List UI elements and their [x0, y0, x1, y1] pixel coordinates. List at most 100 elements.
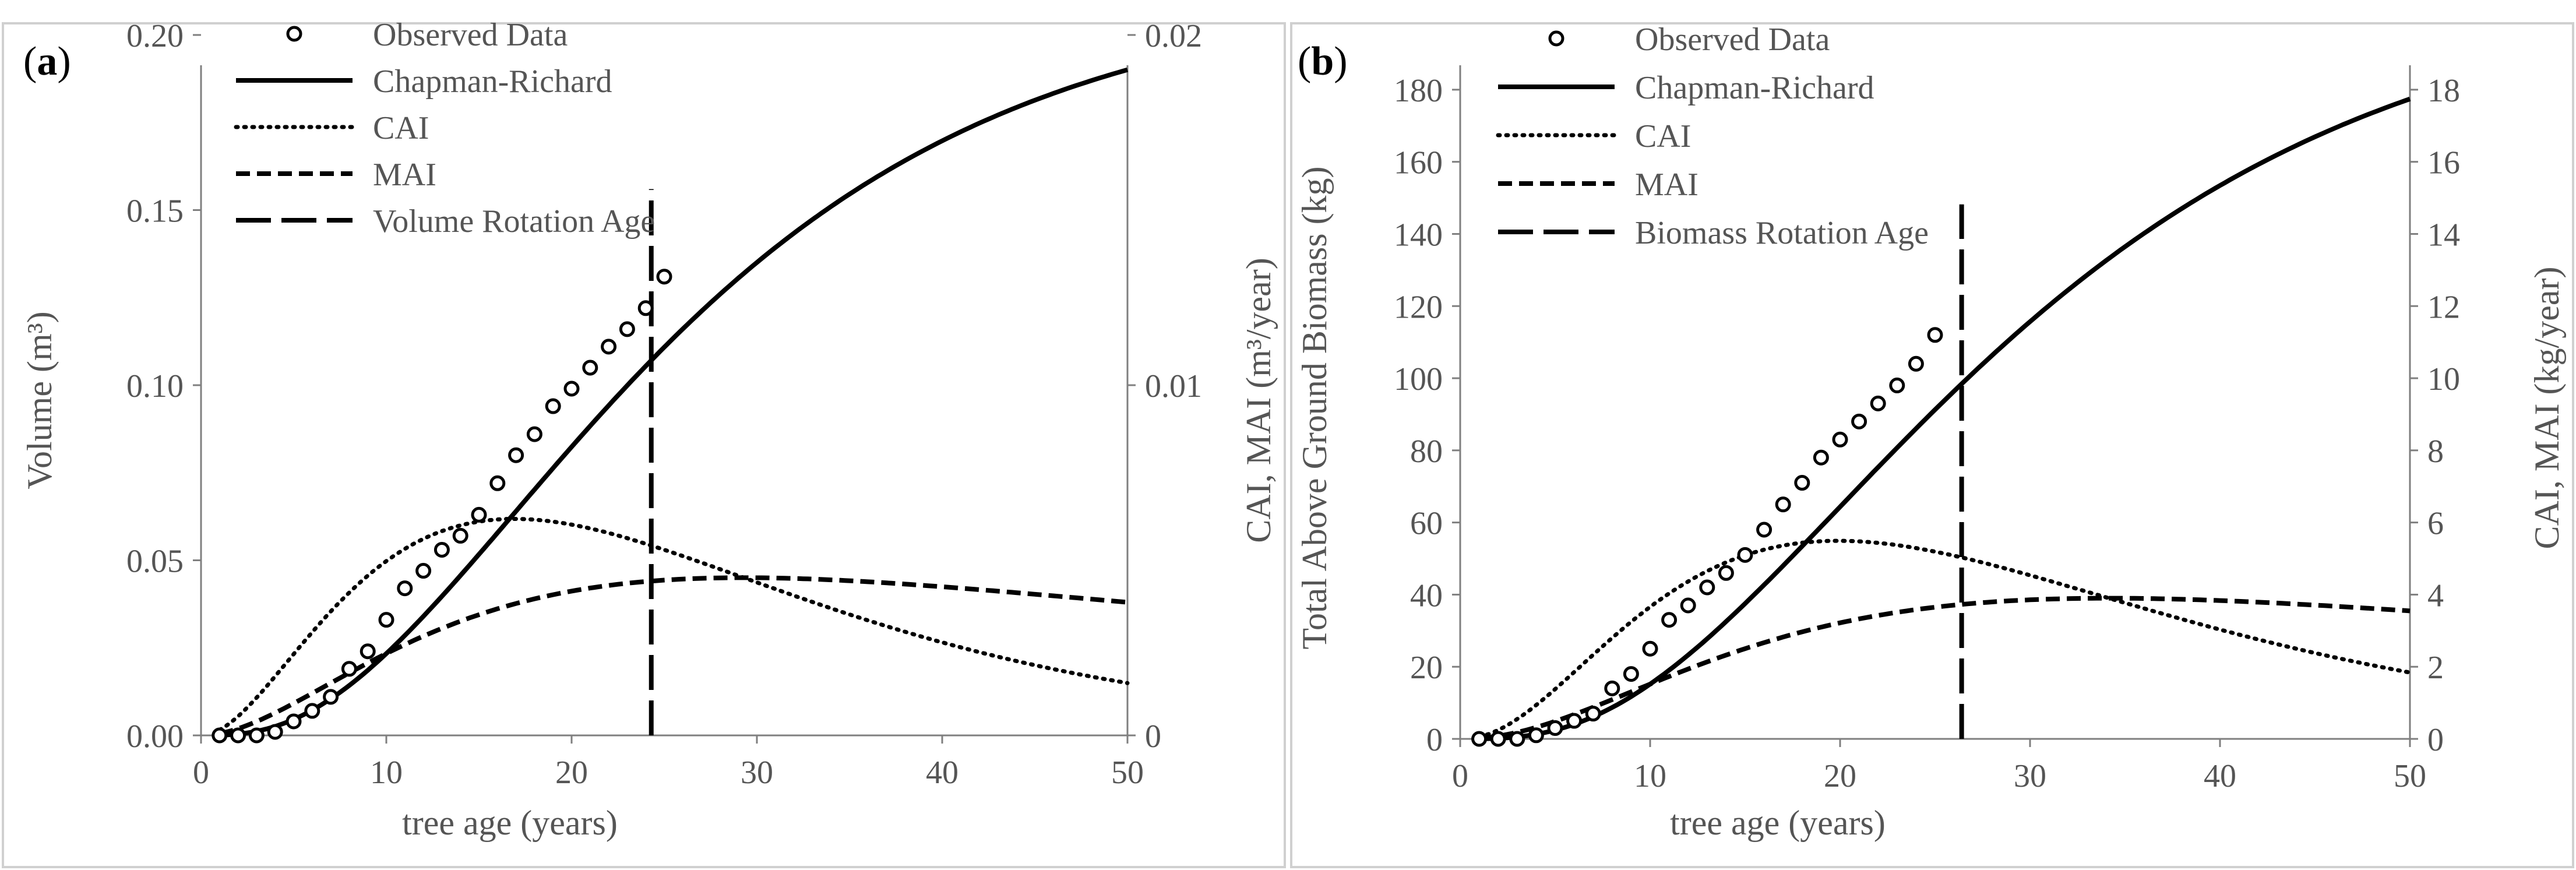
- observed-data-point-b: [1737, 547, 1753, 563]
- x-tick-label-a: 20: [555, 755, 588, 791]
- series-chapman-richard-line-a: [219, 67, 1129, 738]
- legend-label-b: Chapman-Richard: [1635, 70, 1874, 106]
- observed-data-point-a: [508, 447, 524, 463]
- y2-tick-label-b: 14: [2427, 217, 2460, 253]
- legend-label-b: MAI: [1635, 167, 1698, 203]
- observed-data-point-a: [415, 563, 432, 579]
- observed-data-point-a: [360, 643, 376, 660]
- series-cai-line-b: [1477, 538, 2412, 739]
- chart-a-frame: [2, 22, 1286, 868]
- observed-data-point-b: [1604, 680, 1620, 696]
- legend-label-b: CAI: [1635, 118, 1691, 154]
- series-cai-line-a: [217, 517, 1130, 732]
- y-tick-label-b: 160: [1394, 145, 1443, 181]
- observed-data-point-a: [397, 580, 413, 597]
- observed-data-point-b: [1661, 612, 1678, 628]
- chart-a-axes: [200, 65, 1129, 737]
- y2-tick-label-b: 8: [2427, 434, 2444, 470]
- chart-b-frame: [1290, 22, 2574, 868]
- y-tick-label-b: 40: [1410, 577, 1443, 614]
- x-tick-label-b: 20: [1824, 758, 1856, 794]
- y-tick-label-a: 0.10: [126, 368, 184, 404]
- observed-data-point-b: [1528, 727, 1544, 744]
- observed-data-point-a: [230, 727, 246, 744]
- series-mai-line-a: [219, 575, 1128, 736]
- observed-data-point-a: [304, 703, 320, 719]
- y-axis-title-b: Total Above Ground Biomass (kg): [1295, 166, 1334, 649]
- y2-tick-label-b: 18: [2427, 73, 2460, 109]
- observed-data-point-b: [1471, 731, 1488, 747]
- observed-data-point-a: [452, 527, 468, 544]
- observed-data-point-b: [1623, 666, 1639, 682]
- y2-tick-label-a: 0: [1145, 718, 1161, 755]
- observed-data-point-b: [1832, 431, 1848, 448]
- chart-a-svg: (a) 0.00 0.05 0.10 0.15 0.20 0 0.01 0.02 0 10 20…: [2, 17, 1286, 868]
- y-tick-label-b: 100: [1394, 361, 1443, 397]
- observed-data-point-a: [489, 475, 506, 491]
- observed-data-point-a: [248, 727, 265, 744]
- series-chapman-richard-line-b: [1479, 97, 2411, 741]
- observed-data-point-b: [1490, 731, 1506, 747]
- legend-label-b: Biomass Rotation Age: [1635, 215, 1929, 251]
- x-tick-label-b: 10: [1634, 758, 1666, 794]
- y-tick-label-b: 0: [1426, 722, 1443, 758]
- x-tick-label-a: 50: [1111, 755, 1144, 791]
- observed-data-point-b: [1566, 713, 1583, 729]
- observed-data-point-a: [471, 506, 487, 523]
- legend-marker-observed-b: [1548, 30, 1564, 47]
- chart-b-axes: [1459, 65, 2411, 740]
- observed-data-point-b: [1718, 565, 1734, 581]
- x-tick-label-a: 10: [370, 755, 403, 791]
- observed-data-point-b: [1775, 496, 1791, 513]
- x-tick-label-b: 30: [2014, 758, 2046, 794]
- observed-data-point-b: [1794, 475, 1810, 491]
- y2-axis-title-a: CAI, MAI (m³/year): [1239, 258, 1278, 543]
- observed-data-point-a: [619, 321, 635, 337]
- observed-data-point-a: [582, 360, 598, 376]
- observed-data-point-a: [545, 398, 561, 414]
- y2-tick-label-b: 0: [2427, 722, 2444, 758]
- observed-data-point-a: [323, 689, 339, 705]
- panel-label-a: (a): [23, 39, 71, 84]
- y2-tick-label-a: 0.01: [1145, 368, 1202, 404]
- observed-data-point-b: [1870, 395, 1886, 411]
- observed-data-point-a: [378, 612, 394, 628]
- observed-data-point-b: [1509, 731, 1525, 747]
- y-tick-label-a: 0.00: [126, 718, 184, 755]
- x-tick-label-b: 0: [1452, 758, 1468, 794]
- y-axis-title-a: Volume (m³): [20, 311, 59, 489]
- legend-label-b: Observed Data: [1635, 22, 1830, 58]
- y-tick-label-b: 120: [1394, 289, 1443, 325]
- observed-data-point-a: [286, 713, 302, 730]
- y-tick-label-b: 20: [1410, 650, 1443, 686]
- legend-label-a: Volume Rotation Age: [373, 203, 655, 239]
- x-tick-label-b: 40: [2204, 758, 2236, 794]
- y2-tick-label-b: 16: [2427, 145, 2460, 181]
- y-tick-label-a: 0.15: [126, 193, 184, 230]
- observed-data-point-b: [1547, 720, 1563, 736]
- observed-data-point-b: [1642, 640, 1658, 657]
- y2-tick-label-b: 10: [2427, 361, 2460, 397]
- observed-data-point-b: [1756, 522, 1772, 538]
- y-tick-label-b: 60: [1410, 506, 1443, 542]
- observed-data-point-b: [1889, 377, 1905, 393]
- observed-data-point-a: [267, 724, 283, 740]
- x-tick-label-b: 50: [2394, 758, 2426, 794]
- y-tick-label-b: 180: [1394, 73, 1443, 109]
- x-tick-label-a: 0: [193, 755, 209, 791]
- y2-tick-label-b: 6: [2427, 506, 2444, 542]
- observed-data-point-a: [637, 300, 654, 316]
- series-mai-line-b: [1479, 596, 2411, 741]
- chart-panel-b: (b) 0 20 40 60 80 100 120 140 160 180 0 2 4 6 8 10 12 14…: [1288, 0, 2576, 870]
- y2-tick-label-b: 4: [2427, 577, 2444, 614]
- chart-panel-a: (a) 0.00 0.05 0.10 0.15 0.20 0 0.01 0.02 0 10 20…: [2, 17, 1286, 868]
- observed-data-point-b: [1851, 413, 1867, 429]
- observed-data-point-b: [1699, 579, 1715, 596]
- observed-data-point-a: [601, 339, 617, 355]
- legend-marker-observed-a: [286, 26, 302, 42]
- y-tick-label-a: 0.20: [126, 18, 184, 54]
- y-tick-label-b: 80: [1410, 434, 1443, 470]
- observed-data-point-a: [212, 727, 228, 744]
- observed-data-point-b: [1908, 355, 1924, 372]
